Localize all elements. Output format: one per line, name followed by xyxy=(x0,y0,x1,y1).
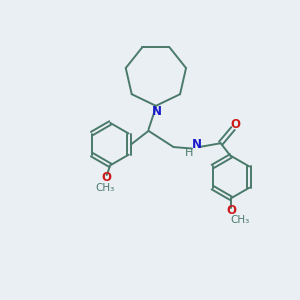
Text: O: O xyxy=(226,204,236,218)
Text: CH₃: CH₃ xyxy=(96,183,115,193)
Text: O: O xyxy=(102,172,112,184)
Text: CH₃: CH₃ xyxy=(230,215,249,225)
Text: H: H xyxy=(185,148,194,158)
Text: O: O xyxy=(230,118,240,131)
Text: N: N xyxy=(152,105,162,118)
Text: N: N xyxy=(192,139,202,152)
